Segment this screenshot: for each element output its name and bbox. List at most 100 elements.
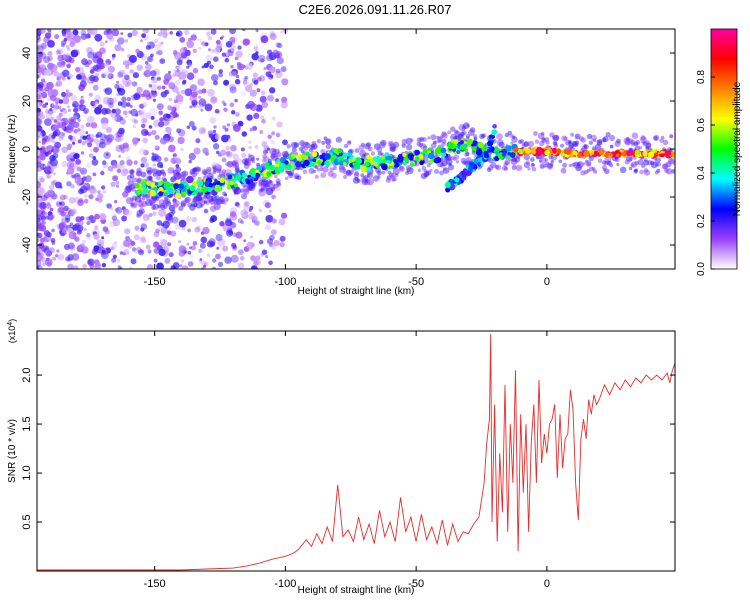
spectrogram-noise-point [74, 197, 79, 202]
spectrogram-noise-point [118, 127, 125, 135]
spectrogram-noise-point [215, 39, 221, 45]
spectrogram-halo-point [574, 162, 578, 166]
spectrogram-noise-point [176, 65, 180, 70]
spectrogram-noise-point [86, 47, 93, 54]
spectrogram-ridge-point [351, 158, 355, 162]
spectrogram-noise-point [101, 118, 107, 124]
x-tick-label: -150 [144, 578, 166, 590]
spectrogram-noise-point [101, 160, 107, 165]
spectrogram-noise-point [244, 38, 251, 45]
spectrogram-noise-point [244, 201, 250, 207]
spectrogram-noise-point [106, 32, 114, 40]
spectrogram-noise-point [187, 261, 194, 267]
spectrogram-halo-point [138, 196, 142, 200]
spectrogram-noise-point [276, 121, 283, 128]
spectrogram-noise-point [94, 262, 101, 269]
spectrogram-halo-point [481, 134, 485, 138]
spectrogram-noise-point [101, 185, 106, 190]
spectrogram-ridge-point [456, 149, 461, 155]
spectrogram-noise-point [37, 209, 42, 215]
spectrogram-noise-point [268, 66, 276, 74]
spectrogram-noise-point [70, 49, 79, 58]
spectrogram-noise-point [97, 197, 103, 203]
spectrogram-halo-point [333, 166, 337, 171]
spectrogram-noise-point [232, 232, 237, 237]
spectrogram-noise-point [37, 254, 43, 262]
y-tick-label: 1.0 [21, 465, 33, 480]
spectrogram-noise-point [124, 228, 131, 235]
spectrogram-noise-point [102, 190, 107, 194]
y-tick-label: -20 [21, 189, 33, 205]
spectrogram-halo-point [538, 159, 542, 163]
spectrogram-noise-point [135, 48, 140, 54]
spectrogram-noise-point [142, 29, 150, 34]
spectrogram-halo-point [184, 196, 191, 203]
spectrogram-noise-point [226, 134, 231, 139]
spectrogram-halo-point [501, 165, 508, 171]
spectrogram-ridge-point [654, 152, 659, 158]
spectrogram-noise-point [56, 77, 60, 81]
spectrogram-noise-point [87, 51, 95, 59]
spectrogram-noise-point [152, 98, 157, 102]
spectrogram-noise-point [235, 74, 240, 79]
spectrogram-ridge-point [414, 149, 420, 156]
spectrogram-noise-point [206, 253, 211, 257]
spectrogram-ridge-point [441, 152, 446, 158]
spectrogram-ridge-point [197, 180, 204, 187]
spectrogram-noise-point [68, 242, 75, 250]
spectrogram-halo-point [609, 163, 614, 168]
spectrogram-noise-point [180, 259, 184, 263]
spectrogram-noise-point [162, 118, 170, 126]
spectrogram-ridge-point [358, 159, 362, 164]
spectrogram-noise-point [186, 125, 190, 129]
spectrogram-halo-point [312, 169, 317, 174]
spectrogram-halo-point [316, 139, 322, 144]
spectrogram-noise-point [279, 242, 285, 248]
spectrogram-noise-point [47, 170, 51, 174]
spectrogram-noise-point [143, 216, 148, 221]
spectrogram-noise-point [235, 50, 243, 58]
y-tick-label: 0 [21, 146, 33, 152]
spectrogram-noise-point [120, 101, 128, 108]
spectrogram-noise-point [224, 256, 232, 264]
spectrogram-noise-point [37, 259, 42, 268]
spectrogram-branch-point [492, 124, 497, 129]
spectrogram-halo-point [540, 131, 545, 136]
spectrogram-noise-point [154, 134, 160, 140]
spectrogram-halo-point [527, 167, 531, 171]
spectrogram-noise-point [141, 117, 148, 124]
spectrogram-noise-point [37, 102, 40, 108]
spectrogram-noise-point [70, 174, 75, 178]
spectrogram-noise-point [143, 149, 149, 156]
spectrogram-ridge-point [300, 154, 306, 159]
spectrogram-noise-point [98, 62, 106, 70]
spectrogram-halo-point [527, 140, 535, 148]
spectrogram-noise-point [202, 226, 210, 235]
spectrogram-halo-point [639, 169, 644, 175]
spectrogram-ridge-point [513, 147, 519, 153]
spectrogram-noise-point [224, 127, 229, 132]
spectrogram-noise-point [174, 79, 181, 86]
spectrogram-noise-point [56, 249, 60, 253]
spectrogram-noise-point [217, 261, 224, 267]
spectrogram-noise-point [145, 63, 152, 71]
spectrogram-noise-point [110, 246, 115, 251]
spectrogram-noise-point [92, 51, 97, 56]
spectrogram-noise-point [121, 215, 128, 222]
spectrogram-noise-point [88, 92, 93, 97]
spectrogram-halo-point [640, 163, 646, 168]
spectrogram-noise-point [89, 215, 95, 221]
spectrogram-noise-point [80, 124, 85, 129]
spectrogram-noise-point [44, 86, 50, 92]
spectrogram-noise-point [114, 44, 122, 52]
spectrogram-noise-point [121, 149, 125, 154]
spectrogram-ridge-point [227, 174, 233, 180]
spectrogram-noise-point [243, 77, 248, 82]
spectrogram-halo-point [217, 197, 224, 205]
spectrogram-noise-point [61, 217, 67, 224]
spectrogram-noise-point [133, 160, 138, 165]
spectrogram-noise-point [198, 46, 202, 50]
spectrogram-noise-point [123, 239, 131, 247]
spectrogram-noise-point [37, 118, 43, 126]
spectrogram-noise-point [201, 65, 205, 69]
